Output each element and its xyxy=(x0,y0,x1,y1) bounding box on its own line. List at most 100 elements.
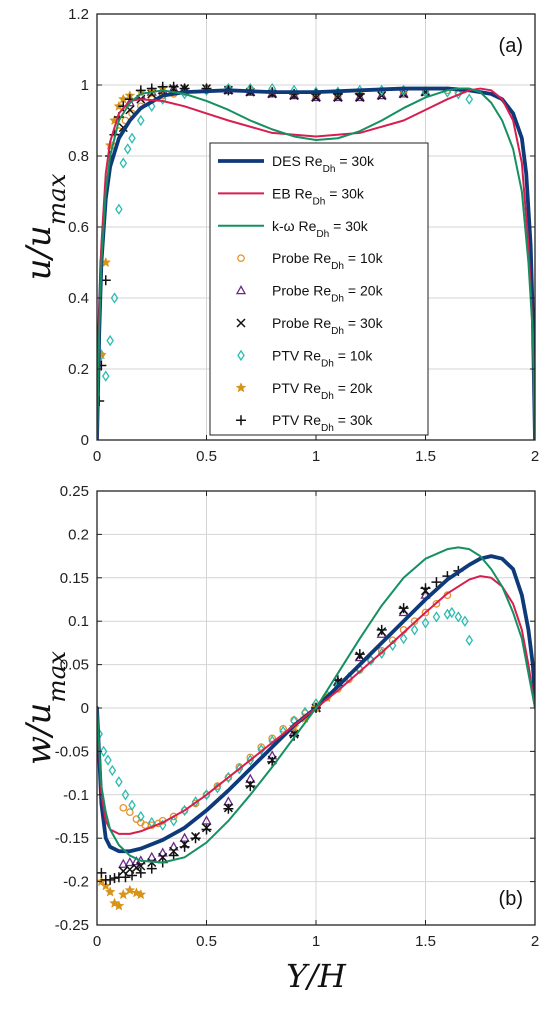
data-point xyxy=(99,745,108,758)
legend-item: Probe ReDh = 30k xyxy=(236,315,384,337)
panel-a: 0 0.5 1 1.5 2 0 0.2 0.4 0.6 0.8 1 1.2 (a) u/umax DES R… xyxy=(19,6,539,465)
data-point xyxy=(121,789,130,801)
legend-label: Probe ReDh = 30k xyxy=(272,315,384,337)
data-point xyxy=(137,114,145,127)
legend: DES ReDh = 30k EB ReDh = 30k k-ω ReDh = 30… xyxy=(209,142,429,436)
data-point xyxy=(454,611,463,623)
data-point xyxy=(118,858,129,868)
data-point xyxy=(354,649,365,660)
data-point xyxy=(432,611,441,623)
data-point xyxy=(104,886,116,897)
data-point xyxy=(120,872,131,883)
y-axis-label: w/umax xyxy=(19,651,71,765)
series-line-0 xyxy=(97,554,535,854)
data-point xyxy=(119,803,128,812)
series-line-2 xyxy=(97,546,535,864)
data-point xyxy=(376,624,387,635)
legend-label: DES ReDh = 30k xyxy=(272,153,375,175)
data-point xyxy=(461,615,469,627)
panel-b: 0 0.5 1 1.5 2 -0.25 -0.2 -0.15 -0.1 -0.05 0 0.05 0.1… xyxy=(19,483,539,995)
data-point xyxy=(109,897,120,908)
data-point xyxy=(310,91,322,102)
data-point xyxy=(420,583,431,594)
legend-swatch xyxy=(237,254,245,263)
data-point xyxy=(137,810,145,823)
legend-label: PTV ReDh = 30k xyxy=(272,412,373,434)
y-axis-label: u/umax xyxy=(19,173,71,280)
y-tick-label: 0.15 xyxy=(60,570,89,587)
legend-box xyxy=(209,142,429,436)
data-point xyxy=(115,203,123,215)
data-point xyxy=(398,88,409,98)
data-point xyxy=(465,93,474,105)
x-tick-label: 1.5 xyxy=(415,933,436,950)
data-point xyxy=(201,824,212,835)
legend-swatch xyxy=(235,382,247,393)
y-tick-label: 0.1 xyxy=(68,613,89,630)
y-tick-label: 0.2 xyxy=(68,361,89,378)
y-tick-label: -0.05 xyxy=(55,743,89,760)
y-tick-label: 0.6 xyxy=(68,219,89,236)
data-point xyxy=(245,781,256,792)
data-point xyxy=(366,654,375,666)
legend-swatch xyxy=(237,349,245,362)
legend-item: PTV ReDh = 20k xyxy=(235,380,373,401)
legend-label: PTV ReDh = 10k xyxy=(272,347,373,369)
legend-item: PTV ReDh = 10k xyxy=(237,347,373,369)
data-point xyxy=(146,851,157,861)
data-point xyxy=(100,880,112,891)
legend-item: Probe ReDh = 10k xyxy=(237,250,384,272)
y-tick-label: 0.25 xyxy=(60,483,89,500)
series-line-1 xyxy=(97,87,535,440)
y-tick-label: 0.8 xyxy=(68,148,89,165)
data-point xyxy=(104,754,112,766)
data-point xyxy=(123,143,132,155)
data-point xyxy=(128,799,136,811)
data-point xyxy=(168,81,179,92)
y-tick-label: 0 xyxy=(81,432,89,449)
data-point xyxy=(105,874,116,885)
legend-label: k-ω ReDh = 30k xyxy=(272,218,369,240)
legend-label: Probe ReDh = 20k xyxy=(272,283,384,305)
data-point xyxy=(332,91,344,102)
data-point xyxy=(146,863,157,874)
x-tick-label: 0 xyxy=(93,933,101,950)
data-point xyxy=(127,870,138,881)
data-point xyxy=(398,603,409,614)
data-point xyxy=(135,867,146,878)
legend-item: Probe ReDh = 20k xyxy=(235,283,384,305)
data-point xyxy=(158,852,168,862)
legend-item: DES ReDh = 30k xyxy=(218,153,375,175)
data-point xyxy=(136,861,146,871)
data-point xyxy=(399,632,408,645)
data-point xyxy=(124,884,136,895)
data-point xyxy=(101,370,110,382)
x-tick-label: 0.5 xyxy=(196,933,217,950)
data-point xyxy=(126,808,134,817)
data-point xyxy=(223,803,234,814)
legend-item: k-ω ReDh = 30k xyxy=(218,218,369,240)
y-tick-label: 1 xyxy=(81,77,89,94)
data-point xyxy=(190,833,201,844)
series-layer xyxy=(97,546,535,911)
data-point xyxy=(410,624,419,636)
x-axis-label: Y/H xyxy=(286,957,347,995)
data-point xyxy=(115,776,123,788)
data-point xyxy=(421,617,430,629)
data-point xyxy=(117,888,129,900)
y-tick-label: 1.2 xyxy=(68,6,89,23)
data-point xyxy=(354,91,365,102)
series-line-0 xyxy=(97,86,535,440)
legend-swatch xyxy=(235,285,247,295)
data-point xyxy=(108,764,117,777)
data-point xyxy=(110,292,119,304)
data-point xyxy=(432,599,441,608)
data-point xyxy=(179,841,190,852)
legend-item: PTV ReDh = 30k xyxy=(236,412,373,434)
legend-swatch xyxy=(236,318,246,328)
x-tick-label: 1.5 xyxy=(415,448,436,465)
data-point xyxy=(97,867,107,878)
y-tick-label: -0.25 xyxy=(55,917,89,934)
legend-label: Probe ReDh = 10k xyxy=(272,250,384,272)
